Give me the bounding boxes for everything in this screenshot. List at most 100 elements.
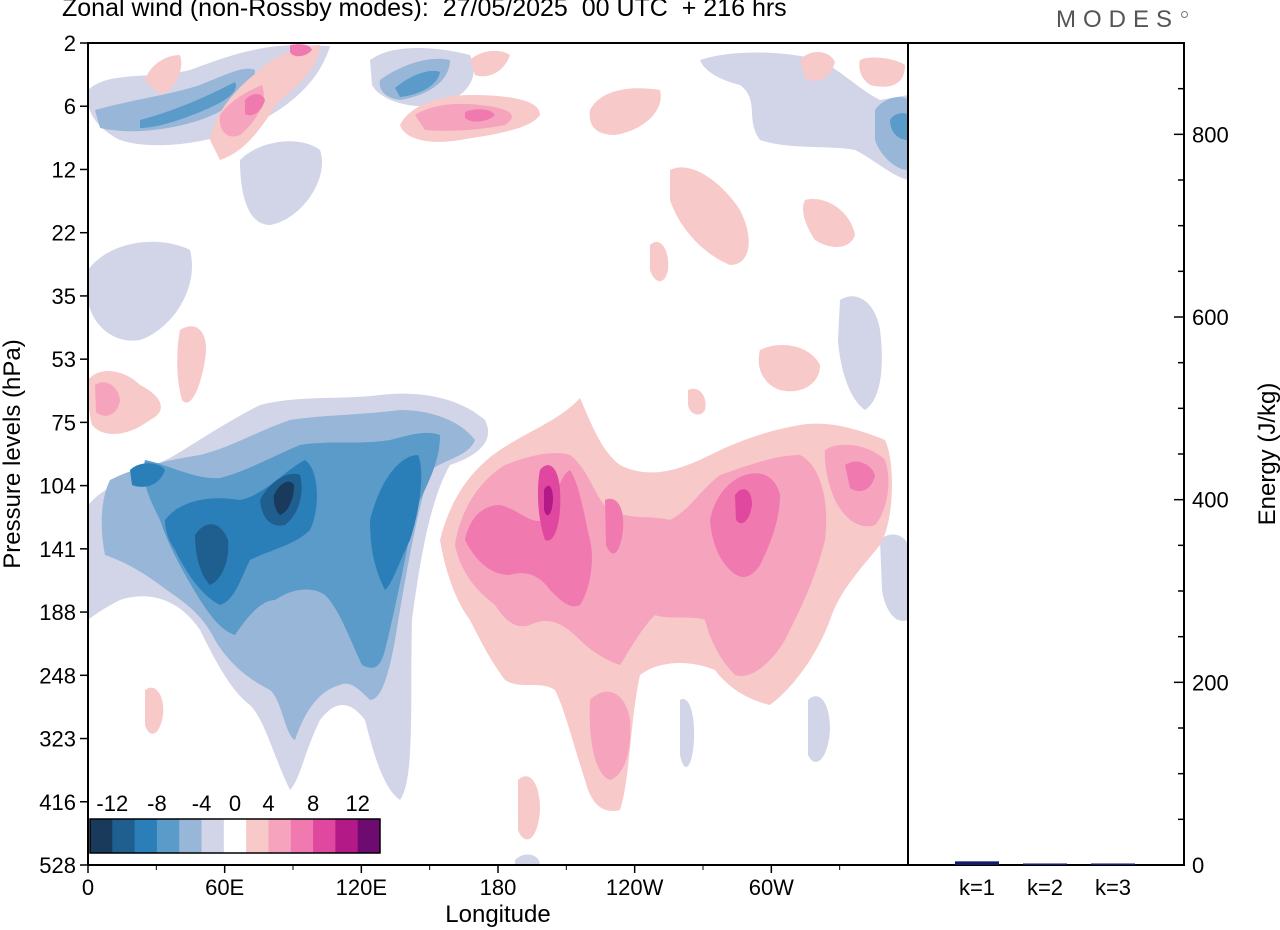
bar-category-label: k=2 <box>1027 875 1063 900</box>
strat-easterly-patch <box>700 52 908 180</box>
tropo-easterly-inner <box>143 432 440 668</box>
tropo-easterly-patch <box>838 296 882 410</box>
y-tick-label: 12 <box>52 157 76 182</box>
strat-westerly-band <box>758 345 820 392</box>
strat-easterly-core <box>395 70 440 97</box>
strat-westerly-core <box>245 94 265 116</box>
y-tick-label: 35 <box>52 284 76 309</box>
colorbar-swatch <box>313 819 336 853</box>
colorbar-label: 8 <box>307 791 319 816</box>
colorbar-label: 4 <box>262 791 274 816</box>
y-tick-label: 248 <box>39 663 76 688</box>
colorbar-swatch <box>290 819 314 853</box>
y-tick-label: 75 <box>52 410 76 435</box>
energy-tick-label: 200 <box>1192 670 1229 695</box>
chart-title: Zonal wind (non-Rossby modes): 27/05/202… <box>62 0 787 22</box>
colorbar-label: -4 <box>192 791 212 816</box>
tropo-easterly-core <box>130 463 165 487</box>
tropo-westerly-outer <box>145 687 164 734</box>
x-axis-title: Longitude <box>445 901 550 928</box>
colorbar-swatch <box>179 819 203 853</box>
strat-easterly-core <box>140 82 236 128</box>
tropo-easterly-patch <box>808 696 830 762</box>
colorbar-swatch <box>268 819 292 853</box>
strat-westerly-band <box>670 167 749 265</box>
strat-westerly-core <box>465 109 495 122</box>
energy-axis: 0 200 400 600 800 <box>1174 87 1229 878</box>
x-tick-label: 120W <box>606 875 664 900</box>
x-tick-label: 0 <box>82 875 94 900</box>
y-tick-label: 528 <box>39 853 76 878</box>
strat-westerly-band <box>650 241 669 282</box>
y-axis-title: Pressure levels (hPa) <box>0 339 26 568</box>
tropo-westerly-outer <box>688 388 706 415</box>
energy-tick-label: 600 <box>1192 305 1229 330</box>
strat-easterly-patch <box>88 241 192 341</box>
colorbar-swatch <box>112 819 136 853</box>
tropo-easterly-core <box>370 455 422 590</box>
energy-bars: k=1 k=2 k=3 <box>955 861 1135 900</box>
x-tick-label: 60E <box>205 875 244 900</box>
y-tick-label: 104 <box>39 474 76 499</box>
colorbar-label: -12 <box>96 791 128 816</box>
x-tick-label: 180 <box>480 875 517 900</box>
tropo-westerly-max <box>544 485 553 516</box>
longitude-axis: 0 60E 120E 180 120W 60W <box>82 865 841 900</box>
tropo-easterly-core2 <box>195 524 229 585</box>
strat-westerly-band <box>470 50 510 77</box>
colorbar-label: 12 <box>345 791 369 816</box>
y-tick-label: 416 <box>39 790 76 815</box>
colorbar-label: -8 <box>147 791 167 816</box>
energy-tick-label: 0 <box>1192 853 1204 878</box>
strat-easterly-core <box>890 113 908 140</box>
tropo-westerly-mid <box>589 691 631 780</box>
energy-tick-label: 400 <box>1192 488 1229 513</box>
y-tick-label: 141 <box>39 537 76 562</box>
colorbar-swatch <box>357 819 381 853</box>
x-tick-label: 60W <box>749 875 794 900</box>
wind-contour-field <box>88 44 908 865</box>
colorbar-swatch <box>223 819 247 853</box>
energy-bar <box>1023 863 1067 865</box>
energy-bar <box>1091 863 1135 865</box>
tropo-easterly-max <box>273 481 294 515</box>
colorbar-swatch <box>246 819 269 853</box>
colorbar-label: 0 <box>229 791 241 816</box>
colorbar-swatch <box>335 819 359 853</box>
y-tick-label: 323 <box>39 727 76 752</box>
strat-westerly-band <box>803 199 855 247</box>
y-tick-label: 6 <box>64 94 76 119</box>
colorbar-swatch <box>201 819 225 853</box>
tropo-westerly-core <box>735 489 752 524</box>
colorbar-swatch <box>134 819 158 853</box>
strat-westerly-band <box>95 382 120 416</box>
tropo-westerly-inner <box>845 461 875 492</box>
strat-westerly-core <box>290 44 312 57</box>
colorbar-swatch <box>90 819 113 853</box>
colorbar-swatch <box>156 819 180 853</box>
modes-logo: MODES <box>1056 6 1180 33</box>
energy-axis-title: Energy (J/kg) <box>1254 383 1280 526</box>
tropo-westerly-inner <box>605 498 624 554</box>
y-tick-label: 53 <box>52 347 76 372</box>
x-tick-label: 120E <box>336 875 387 900</box>
y-tick-label: 22 <box>52 221 76 246</box>
strat-easterly-patch <box>240 141 322 225</box>
tropo-easterly-patch <box>680 699 695 767</box>
bar-category-label: k=3 <box>1095 875 1131 900</box>
colorbar-frame <box>89 818 381 854</box>
energy-bar <box>955 861 999 865</box>
energy-plot-frame <box>907 42 1185 866</box>
strat-westerly-band <box>589 88 661 135</box>
strat-westerly-band <box>177 326 206 403</box>
bar-category-label: k=1 <box>959 875 995 900</box>
colorbar: -12 -8 -4 0 4 8 12 <box>89 791 381 854</box>
y-tick-label: 2 <box>64 31 76 56</box>
strat-westerly-band <box>859 57 905 87</box>
strat-easterly-core <box>95 68 255 132</box>
y-tick-label: 188 <box>39 600 76 625</box>
registered-mark-icon <box>1181 11 1188 18</box>
strat-westerly-band <box>145 55 182 95</box>
energy-tick-label: 800 <box>1192 122 1229 147</box>
